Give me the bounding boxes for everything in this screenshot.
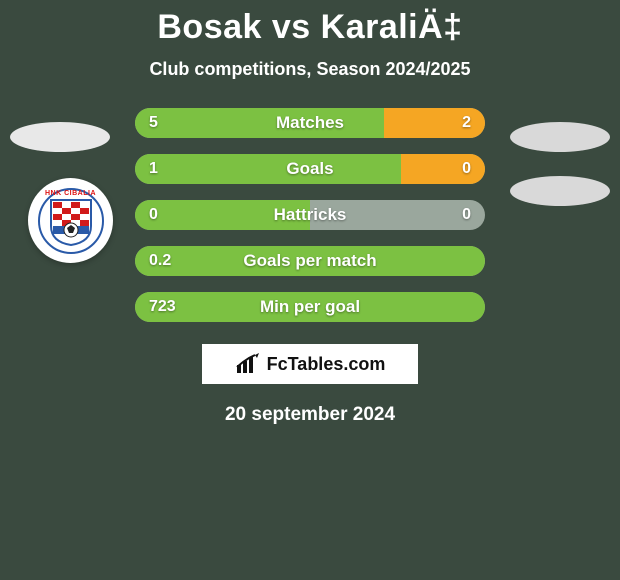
- stat-value-left: 723: [149, 298, 176, 316]
- stat-value-right: 0: [462, 160, 471, 178]
- stat-row: Matches 5 2: [135, 108, 485, 138]
- team-right-ellipse: [510, 176, 610, 206]
- stat-row: Hattricks 0 0: [135, 200, 485, 230]
- stat-value-right: 0: [462, 206, 471, 224]
- bar-chart-icon: [235, 353, 261, 375]
- club-badge: HNK CIBALIA: [28, 178, 113, 263]
- bar-left: [135, 108, 384, 138]
- stat-row: Min per goal 723: [135, 292, 485, 322]
- stat-label: Goals per match: [243, 251, 376, 271]
- stat-value-right: 2: [462, 114, 471, 132]
- branding-box: FcTables.com: [202, 344, 418, 384]
- bar-right: [401, 154, 485, 184]
- stat-value-left: 0.2: [149, 252, 171, 270]
- stat-label: Matches: [276, 113, 344, 133]
- club-shield-icon: [49, 198, 93, 246]
- stat-label: Goals: [286, 159, 333, 179]
- subtitle: Club competitions, Season 2024/2025: [0, 59, 620, 80]
- stat-value-left: 5: [149, 114, 158, 132]
- branding-text: FcTables.com: [267, 354, 386, 375]
- stat-label: Hattricks: [274, 205, 347, 225]
- stat-value-left: 0: [149, 206, 158, 224]
- page-title: Bosak vs KaraliÄ‡: [0, 8, 620, 47]
- stat-row: Goals 1 0: [135, 154, 485, 184]
- club-badge-text: HNK CIBALIA: [36, 190, 106, 197]
- team-right-ellipse: [510, 122, 610, 152]
- stat-row: Goals per match 0.2: [135, 246, 485, 276]
- stat-label: Min per goal: [260, 297, 360, 317]
- team-left-ellipse: [10, 122, 110, 152]
- stat-value-left: 1: [149, 160, 158, 178]
- bar-left: [135, 154, 401, 184]
- date-label: 20 september 2024: [0, 404, 620, 426]
